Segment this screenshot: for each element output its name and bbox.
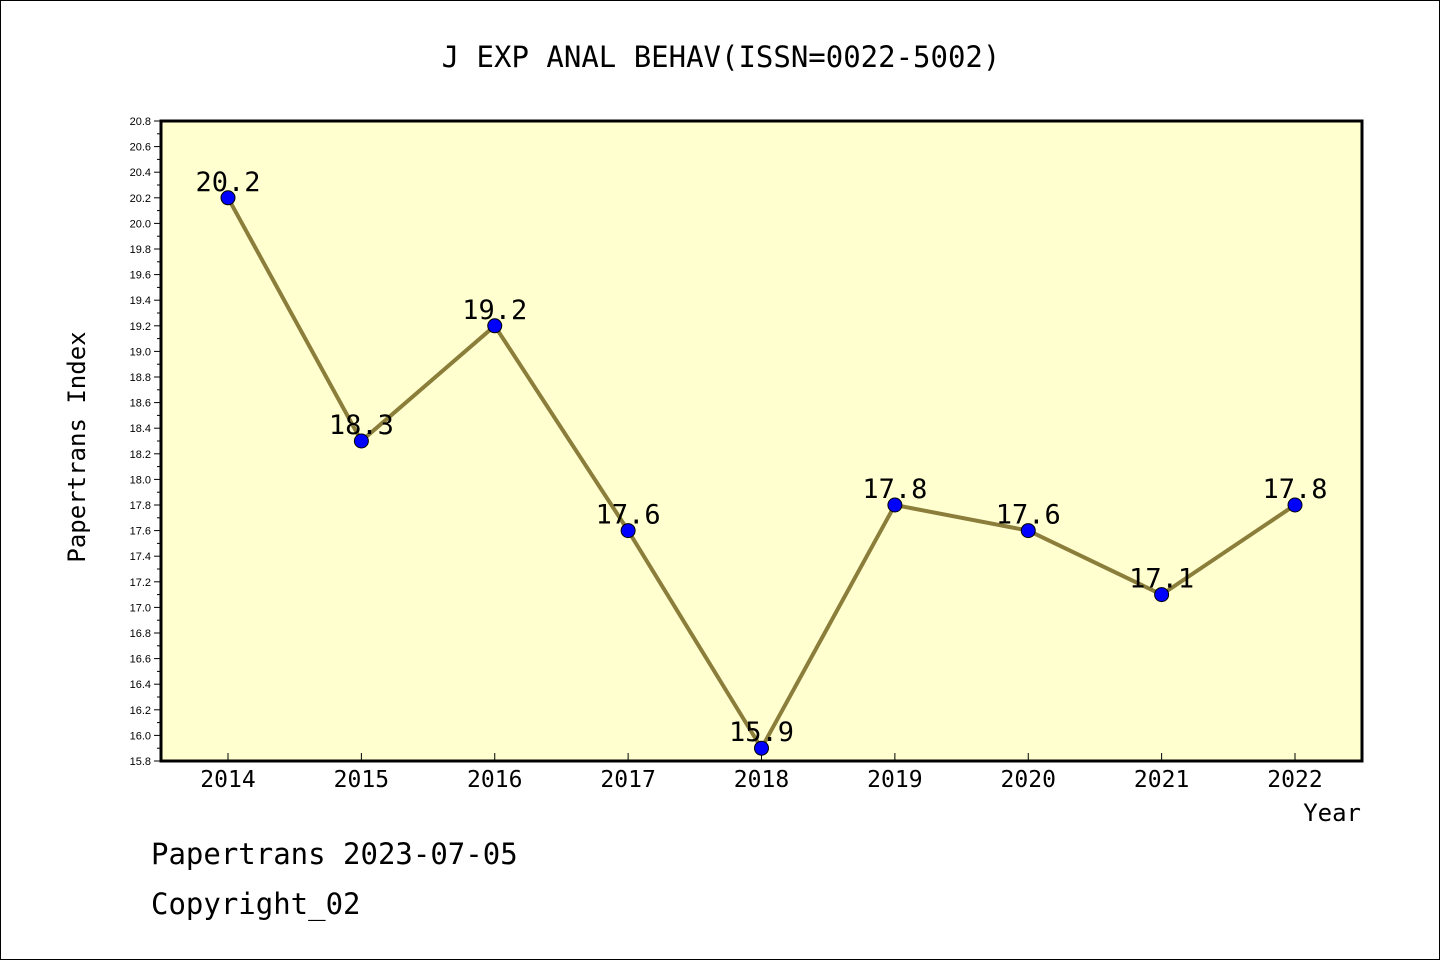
data-label: 17.8 [1262, 474, 1327, 505]
data-label: 17.8 [862, 474, 927, 505]
y-tick-label: 19.0 [130, 346, 151, 358]
x-tick-label: 2014 [200, 767, 255, 793]
y-axis: 15.8 16.0 16.2 16.4 16.6 16.8 17.0 17.2 17.4 17.6… [130, 116, 161, 768]
x-axis: 2014 2015 2016 2017 2018 2019 2020 2021 2022 [200, 753, 1323, 793]
y-tick-label: 17.8 [130, 500, 151, 512]
data-labels: 20.2 18.3 19.2 17.6 15.9 17.8 17.6 17.1 17.8 [195, 167, 1327, 748]
x-tick-label: 2019 [867, 767, 922, 793]
y-tick-label: 20.0 [130, 218, 151, 230]
y-tick-label: 18.4 [130, 423, 151, 435]
data-label: 17.1 [1129, 564, 1194, 595]
y-tick-label: 17.6 [130, 526, 151, 538]
y-tick-label: 16.0 [130, 730, 151, 742]
y-tick-label: 18.6 [130, 398, 151, 410]
y-tick-label: 19.2 [130, 321, 151, 333]
y-tick-label: 16.6 [130, 654, 151, 666]
y-tick-label: 15.8 [130, 756, 151, 768]
chart-title: J EXP ANAL BEHAV(ISSN=0022-5002) [442, 40, 1001, 74]
data-label: 17.6 [596, 500, 661, 531]
y-tick-label: 16.2 [130, 705, 151, 717]
data-point [1020, 523, 1036, 539]
y-tick-label: 19.6 [130, 270, 151, 282]
y-tick-label: 16.4 [130, 679, 151, 691]
y-tick-label: 20.8 [130, 116, 151, 128]
y-tick-label: 19.8 [130, 244, 151, 256]
data-point [353, 433, 369, 449]
data-label: 20.2 [195, 167, 260, 198]
y-tick-label: 18.0 [130, 474, 151, 486]
x-axis-label: Year [1303, 799, 1361, 827]
y-tick-label: 17.0 [130, 602, 151, 614]
y-axis-label: Papertrans Index [63, 331, 91, 562]
y-tick-label: 20.2 [130, 193, 151, 205]
data-point [1287, 497, 1303, 513]
y-tick-label: 20.6 [130, 142, 151, 154]
data-point [754, 740, 769, 756]
data-point [887, 497, 903, 513]
data-point [220, 190, 236, 206]
y-tick-label: 16.8 [130, 628, 151, 640]
footer-date: Papertrans 2023-07-05 [151, 837, 518, 871]
data-label: 15.9 [729, 717, 794, 748]
footer-copyright: Copyright_02 [151, 887, 361, 921]
y-tick-label: 17.4 [130, 551, 151, 563]
y-tick-label: 18.2 [130, 449, 151, 461]
y-tick-label: 17.2 [130, 577, 151, 589]
data-point [1154, 587, 1170, 603]
x-tick-label: 2021 [1134, 767, 1189, 793]
x-tick-label: 2017 [600, 767, 655, 793]
data-label: 19.2 [462, 295, 527, 326]
data-point [620, 523, 636, 539]
x-tick-label: 2018 [734, 767, 789, 793]
y-tick-label: 19.4 [130, 295, 151, 307]
data-point [487, 318, 503, 334]
x-tick-label: 2016 [467, 767, 522, 793]
x-tick-label: 2015 [334, 767, 389, 793]
data-label: 17.6 [996, 500, 1061, 531]
plot-area [159, 119, 1364, 763]
y-tick-label: 20.4 [130, 167, 151, 179]
data-label: 18.3 [329, 410, 394, 441]
x-tick-label: 2020 [1001, 767, 1056, 793]
y-tick-label: 18.8 [130, 372, 151, 384]
x-tick-label: 2022 [1267, 767, 1322, 793]
data-points [220, 190, 1303, 756]
